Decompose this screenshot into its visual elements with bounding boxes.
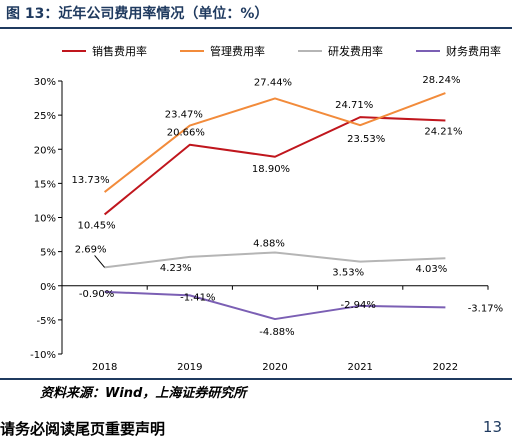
series-line xyxy=(103,92,446,193)
data-label: 23.47% xyxy=(165,110,203,121)
y-tick-label: 25% xyxy=(34,111,56,122)
y-tick-label: 15% xyxy=(34,179,56,190)
data-labels: 10.45% 20.66% 18.90% 24.71% 24.21% 13.73% 23.4… xyxy=(72,75,504,338)
top-divider xyxy=(0,27,512,29)
data-label: 13.73% xyxy=(72,175,110,186)
data-label: -0.90% xyxy=(79,289,114,300)
y-tick-label: 20% xyxy=(34,145,56,156)
source-note: 资料来源：Wind，上海证券研究所 xyxy=(40,386,247,401)
y-tick-label: -10% xyxy=(30,350,56,361)
data-label: 18.90% xyxy=(252,164,290,175)
data-label: 24.71% xyxy=(335,100,373,111)
data-label: -2.94% xyxy=(341,300,376,311)
bottom-divider xyxy=(0,378,512,380)
data-label: 2.69% xyxy=(75,244,107,255)
data-label: 23.53% xyxy=(347,134,385,145)
x-tick-label: 2020 xyxy=(262,362,287,372)
data-label: 4.03% xyxy=(416,264,448,275)
y-tick-label: 0% xyxy=(40,282,56,293)
series-line xyxy=(104,251,446,269)
data-label: 24.21% xyxy=(424,127,462,138)
x-tick-label: 2022 xyxy=(433,362,458,372)
x-tick-label: 2019 xyxy=(177,362,202,372)
data-label: -3.17% xyxy=(468,303,503,314)
data-label: 10.45% xyxy=(78,220,116,231)
series-lines xyxy=(103,92,446,321)
legend-label: 研发费用率 xyxy=(328,44,383,58)
legend-label: 销售费用率 xyxy=(92,44,147,58)
data-label: 4.23% xyxy=(160,263,192,274)
data-label: 20.66% xyxy=(167,128,205,139)
y-tick-label: 30% xyxy=(34,77,56,88)
legend: 销售费用率 管理费用率 研发费用率 财务费用率 xyxy=(62,44,501,58)
y-tick-label: 10% xyxy=(34,214,56,225)
expense-ratio-chart: 销售费用率 管理费用率 研发费用率 财务费用率 -10% -5% 0% 5% 10% 15% 20… xyxy=(30,44,504,372)
data-label: 4.88% xyxy=(253,238,285,249)
disclaimer-notice: 请务必阅读尾页重要声明 xyxy=(0,420,166,438)
legend-label: 财务费用率 xyxy=(446,44,501,58)
y-tick-label: 5% xyxy=(40,248,56,259)
data-label: 28.24% xyxy=(422,75,460,86)
y-tick-label: -5% xyxy=(37,316,56,327)
data-label: 3.53% xyxy=(332,268,364,279)
page-number: 13 xyxy=(482,418,502,436)
legend-label: 管理费用率 xyxy=(210,44,265,58)
series-line xyxy=(104,290,446,321)
figure-title: 图 13：近年公司费用率情况（单位：%） xyxy=(6,6,269,22)
leader-line xyxy=(94,255,105,268)
x-tick-label: 2018 xyxy=(92,362,117,372)
axes: -10% -5% 0% 5% 10% 15% 20% 25% 30% 2018 2019 2020 20… xyxy=(30,77,489,372)
data-label: -1.41% xyxy=(180,292,215,303)
data-label: 27.44% xyxy=(254,77,292,88)
series-line xyxy=(103,116,446,216)
data-label: -4.88% xyxy=(259,327,294,338)
x-tick-label: 2021 xyxy=(347,362,372,372)
